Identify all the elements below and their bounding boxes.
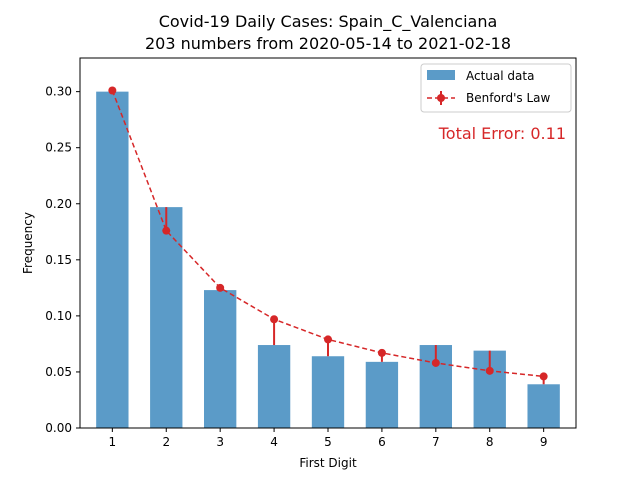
x-tick-label-1: 1: [109, 435, 117, 449]
x-tick-label-3: 3: [216, 435, 224, 449]
y-axis-label: Frequency: [21, 212, 35, 274]
legend: Actual data Benford's Law: [420, 63, 572, 113]
y-tick-label-0.15: 0.15: [45, 253, 72, 267]
benford-point-digit-1: [108, 86, 117, 95]
benford-point-digit-3: [216, 283, 225, 292]
x-tick-label-6: 6: [378, 435, 386, 449]
bar-digit-1: [96, 91, 129, 429]
x-axis-ticks: 1 2 3 4 5 6 7 8 9: [109, 428, 548, 449]
x-tick-label-9: 9: [540, 435, 548, 449]
benford-point-digit-7: [431, 358, 440, 367]
chart-subtitle: 203 numbers from 2020-05-14 to 2021-02-1…: [145, 34, 511, 53]
total-error-annotation: Total Error: 0.11: [438, 124, 566, 143]
bar-digit-6: [365, 361, 399, 428]
bar-digit-4: [257, 345, 291, 428]
benford-point-digit-4: [270, 315, 279, 324]
bar-digit-3: [204, 290, 237, 428]
x-tick-label-5: 5: [324, 435, 332, 449]
legend-actual-swatch: [427, 70, 455, 80]
y-tick-label-0.00: 0.00: [45, 421, 72, 435]
y-tick-label-0.10: 0.10: [45, 309, 72, 323]
bar-digit-5: [311, 356, 345, 428]
bar-digit-9: [527, 384, 560, 428]
benford-point-digit-9: [539, 372, 548, 381]
x-tick-label-2: 2: [162, 435, 170, 449]
benford-point-digit-6: [377, 348, 386, 357]
y-axis-ticks: 0.00 0.05 0.10 0.15 0.20 0.25 0.30: [45, 85, 80, 435]
benford-point-digit-2: [162, 226, 171, 235]
x-tick-label-8: 8: [486, 435, 494, 449]
y-tick-label-0.25: 0.25: [45, 141, 72, 155]
y-tick-label-0.30: 0.30: [45, 85, 72, 99]
bar-series: [96, 91, 560, 429]
y-tick-label-0.05: 0.05: [45, 365, 72, 379]
benford-point-digit-5: [324, 335, 332, 344]
y-tick-label-0.20: 0.20: [45, 197, 72, 211]
bar-digit-2: [150, 207, 183, 428]
x-tick-label-7: 7: [432, 435, 440, 449]
legend-actual-label: Actual data: [466, 69, 534, 83]
benford-point-digit-8: [485, 366, 494, 375]
benford-series: [108, 86, 548, 381]
legend-benford-marker: [437, 94, 445, 102]
legend-benford-label: Benford's Law: [466, 91, 551, 105]
legend-box: [420, 63, 572, 113]
chart-title: Covid-19 Daily Cases: Spain_C_Valenciana: [159, 12, 498, 32]
x-tick-label-4: 4: [270, 435, 278, 449]
x-axis-label: First Digit: [299, 456, 357, 470]
